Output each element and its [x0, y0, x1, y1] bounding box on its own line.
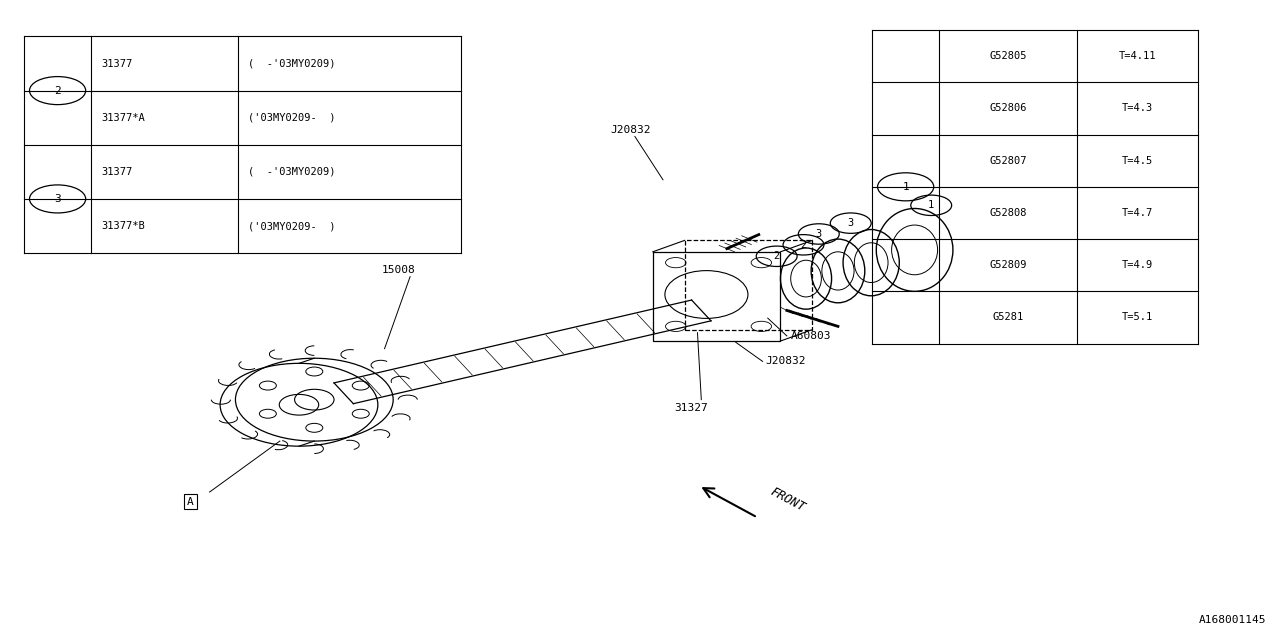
Text: 2: 2 [800, 240, 806, 250]
Text: (  -'03MY0209): ( -'03MY0209) [248, 167, 335, 177]
Text: 3: 3 [54, 194, 61, 204]
Text: J20832: J20832 [765, 356, 805, 367]
Text: 2: 2 [773, 252, 780, 261]
Text: ('03MY0209-  ): ('03MY0209- ) [248, 221, 335, 231]
Text: T=5.1: T=5.1 [1121, 312, 1153, 323]
Text: 1: 1 [928, 200, 934, 211]
Text: 31377*B: 31377*B [101, 221, 145, 231]
Text: A: A [187, 497, 193, 507]
Text: 2: 2 [54, 86, 61, 95]
Text: T=4.9: T=4.9 [1121, 260, 1153, 270]
Text: T=4.3: T=4.3 [1121, 104, 1153, 113]
Text: T=4.11: T=4.11 [1119, 51, 1156, 61]
Text: ('03MY0209-  ): ('03MY0209- ) [248, 113, 335, 123]
Text: G5281: G5281 [992, 312, 1024, 323]
Text: A60803: A60803 [791, 331, 831, 341]
Text: 1: 1 [902, 182, 909, 192]
Text: 3: 3 [847, 218, 854, 228]
Text: T=4.7: T=4.7 [1121, 208, 1153, 218]
Text: 3: 3 [815, 229, 822, 239]
Text: G52807: G52807 [989, 156, 1027, 166]
Text: 31377: 31377 [101, 58, 132, 68]
Text: (  -'03MY0209): ( -'03MY0209) [248, 58, 335, 68]
Text: 31327: 31327 [675, 403, 708, 413]
Text: A168001145: A168001145 [1198, 614, 1266, 625]
Text: 15008: 15008 [381, 266, 416, 275]
Text: 31377: 31377 [101, 167, 132, 177]
Text: 31377*A: 31377*A [101, 113, 145, 123]
Text: G52808: G52808 [989, 208, 1027, 218]
Text: G52805: G52805 [989, 51, 1027, 61]
Text: G52809: G52809 [989, 260, 1027, 270]
Text: FRONT: FRONT [768, 485, 806, 515]
Text: T=4.5: T=4.5 [1121, 156, 1153, 166]
Text: J20832: J20832 [611, 125, 652, 135]
Text: G52806: G52806 [989, 104, 1027, 113]
